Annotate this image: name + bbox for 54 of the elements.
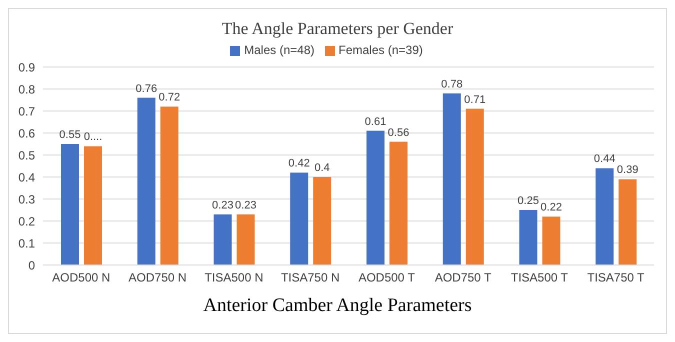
x-tick-label: TISA750 N — [280, 270, 340, 285]
y-tick-label: 0.6 — [18, 126, 36, 140]
data-label: 0.44 — [594, 153, 616, 166]
y-tick-label: 0.7 — [18, 104, 36, 118]
data-label: 0.... — [84, 131, 102, 144]
bar — [214, 214, 232, 265]
x-tick-label: AOD750 N — [128, 270, 187, 285]
data-label: 0.55 — [59, 129, 81, 141]
bar — [542, 216, 560, 265]
x-tick-label: AOD750 T — [434, 270, 492, 285]
bar — [596, 168, 614, 265]
x-axis-title: Anterior Camber Angle Parameters — [202, 295, 473, 317]
bar — [160, 106, 178, 265]
y-tick-label: 0.1 — [18, 236, 36, 250]
bar — [390, 142, 408, 265]
bar — [442, 93, 461, 265]
bar — [61, 144, 79, 265]
legend-label: Males (n=48) — [244, 43, 314, 57]
chart-title: The Angle Parameters per Gender — [220, 19, 454, 39]
data-label: 0.4 — [314, 162, 330, 174]
data-label: 0.72 — [158, 92, 180, 104]
data-label: 0.76 — [136, 82, 158, 95]
x-tick-label: AOD500 T — [358, 270, 416, 285]
bar — [290, 172, 308, 265]
bar — [618, 179, 637, 265]
bar — [236, 214, 255, 265]
y-tick-label: 0.8 — [18, 82, 36, 96]
data-label: 0.23 — [212, 199, 234, 212]
data-label: 0.71 — [464, 94, 486, 106]
y-tick-label: 0.2 — [18, 214, 36, 228]
legend-label: Females (n=39) — [338, 43, 423, 57]
data-label: 0.56 — [388, 126, 410, 139]
data-label: 0.25 — [518, 195, 539, 207]
x-tick-label: TISA500 N — [204, 270, 264, 285]
data-label: 0.22 — [540, 202, 562, 214]
bar — [313, 177, 332, 265]
bar — [519, 210, 538, 265]
y-tick-label: 0.5 — [18, 148, 36, 162]
x-tick-label: AOD500 N — [52, 270, 110, 285]
data-label: 0.23 — [235, 199, 256, 212]
x-tick-label: TISA750 T — [587, 270, 646, 285]
y-tick-label: 0.3 — [18, 192, 36, 206]
data-label: 0.39 — [616, 164, 638, 176]
data-label: 0.42 — [288, 158, 310, 170]
data-label: 0.78 — [441, 78, 463, 90]
bar — [366, 130, 384, 265]
data-label: 0.61 — [364, 116, 386, 128]
bar — [466, 108, 484, 265]
y-tick-label: 0.9 — [18, 60, 36, 74]
x-tick-label: TISA500 T — [510, 270, 569, 285]
bar — [137, 98, 156, 265]
y-tick-label: 0.4 — [18, 170, 36, 184]
y-tick-label: 0 — [28, 258, 36, 272]
bar — [84, 146, 102, 265]
